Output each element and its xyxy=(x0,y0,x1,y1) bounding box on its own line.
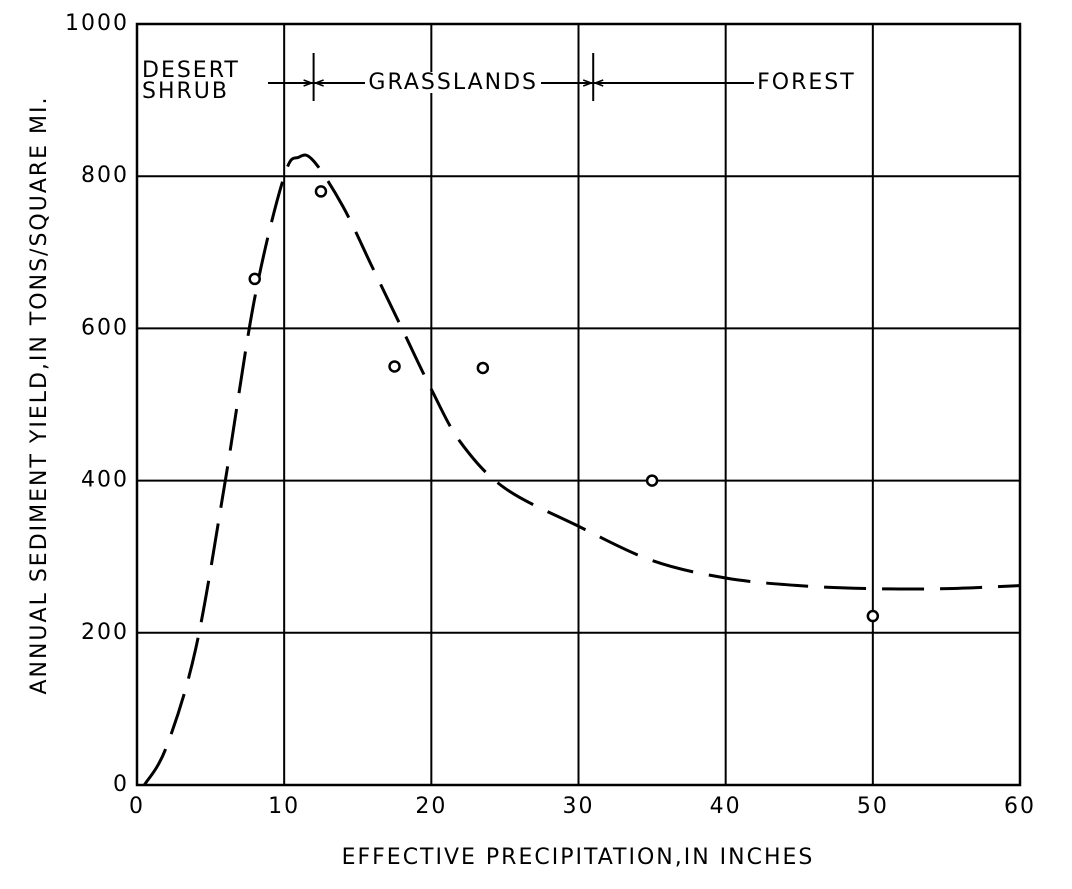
x-tick-label: 0 xyxy=(129,794,145,819)
data-point xyxy=(645,474,659,487)
x-axis-label: EFFECTIVE PRECIPITATION,IN INCHES xyxy=(342,845,815,870)
x-tick-label: 10 xyxy=(268,794,300,819)
plot-frame xyxy=(135,22,1022,787)
zone-label: DESERT SHRUB xyxy=(142,58,240,104)
data-point xyxy=(248,272,261,286)
y-tick-label: 0 xyxy=(113,772,129,797)
zone-arrow xyxy=(303,79,324,87)
y-tick-label: 200 xyxy=(81,620,129,645)
y-tick-label: 1000 xyxy=(65,11,129,36)
data-point xyxy=(866,609,880,623)
data-point xyxy=(388,360,401,373)
y-axis-label: ANNUAL SEDIMENT YIELD,IN TONS/SQUARE MI. xyxy=(27,95,52,694)
data-point xyxy=(314,185,328,198)
x-tick-label: 40 xyxy=(710,794,742,819)
x-tick-label: 50 xyxy=(857,794,889,819)
zone-arrow xyxy=(582,79,604,87)
data-point xyxy=(476,361,490,375)
x-tick-label: 30 xyxy=(563,794,595,819)
x-tick-label: 20 xyxy=(415,794,447,819)
fitted-curve xyxy=(143,153,1021,786)
zone-label: GRASSLANDS xyxy=(365,72,542,94)
y-tick-label: 800 xyxy=(81,163,129,188)
y-tick-label: 400 xyxy=(81,468,129,493)
y-tick-label: 600 xyxy=(81,315,129,340)
zone-label: FOREST xyxy=(754,72,859,94)
x-tick-label: 60 xyxy=(1004,794,1036,819)
